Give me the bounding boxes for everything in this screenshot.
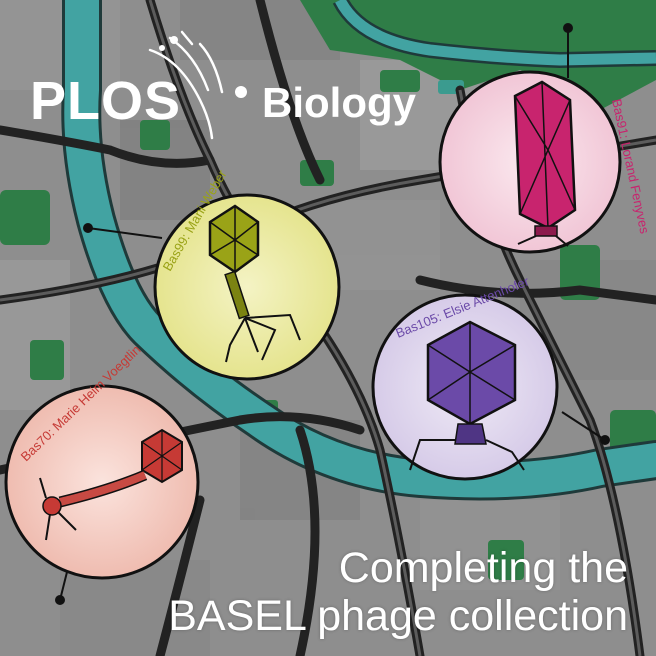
journal-name: Biology bbox=[262, 79, 416, 126]
logo-separator-dot bbox=[235, 86, 247, 98]
journal-logo: PLOS Biology bbox=[30, 30, 450, 140]
cover-headline: Completing the BASEL phage collection bbox=[168, 544, 628, 640]
plos-flare-icon bbox=[148, 30, 224, 140]
headline-line-1: Completing the bbox=[338, 544, 628, 592]
plos-wordmark: PLOS bbox=[30, 71, 182, 131]
headline-line-2: BASEL phage collection bbox=[168, 592, 628, 640]
phage-bubble-bas105: Bas105: Elsie Attenhofer bbox=[371, 273, 559, 481]
